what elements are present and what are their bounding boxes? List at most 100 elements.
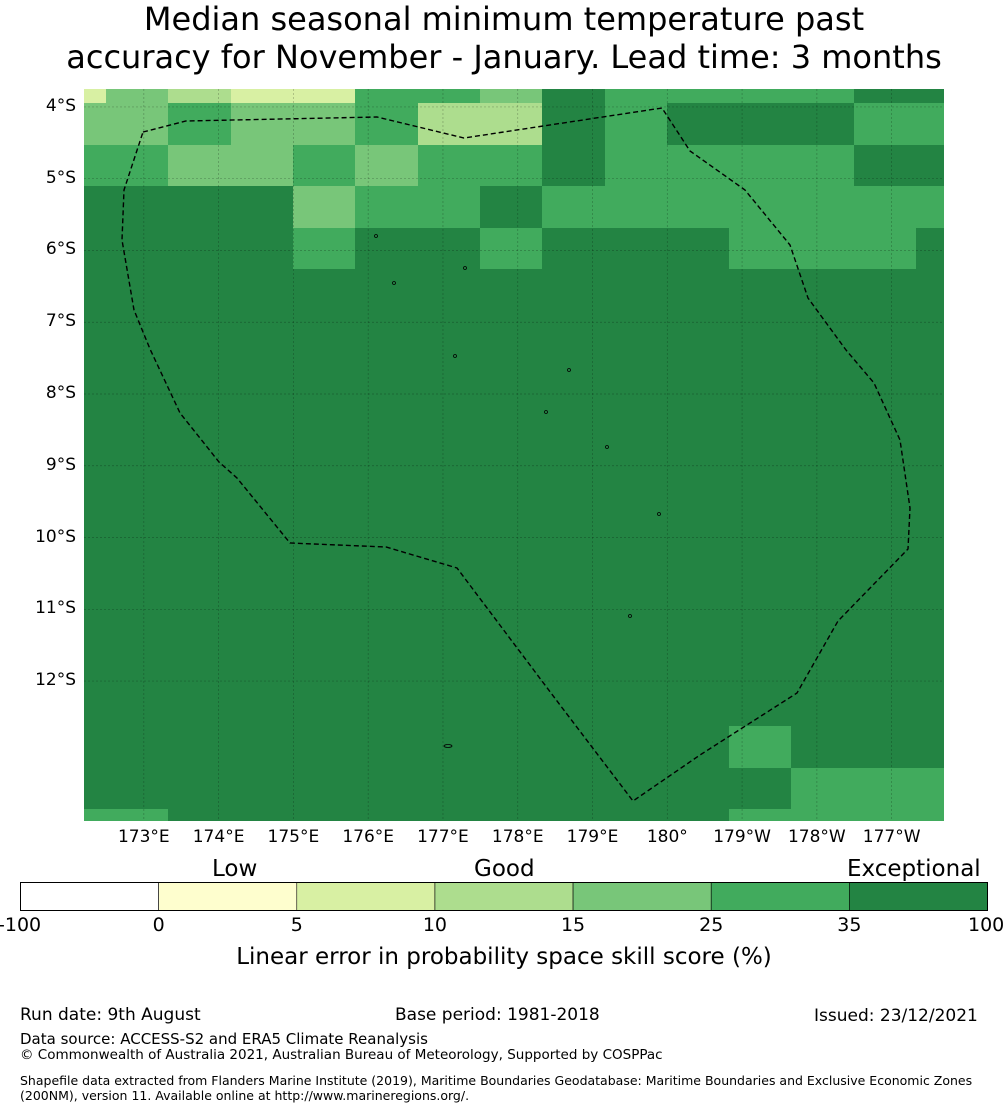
grid-cell: [791, 228, 854, 269]
colorbar-tick-label: 25: [699, 914, 724, 936]
latitude-label: 4°S: [45, 95, 76, 116]
latitude-label: 8°S: [45, 383, 76, 403]
latitude-label: 9°S: [45, 454, 76, 475]
grid-cell: [168, 103, 231, 145]
run-date: Run date: 9th August: [20, 1005, 201, 1025]
grid-cell: [667, 89, 729, 103]
island: [628, 614, 632, 618]
grid-cell: [729, 228, 791, 269]
grid-cell: [542, 186, 605, 228]
colorbar-swatch: [572, 882, 712, 911]
skill-grid-cells: [84, 89, 944, 821]
grid-cell: [791, 89, 854, 103]
grid-cell: [293, 186, 355, 228]
shapefile-credit: Shapefile data extracted from Flanders M…: [20, 1073, 973, 1103]
latitude-label: 11°S: [35, 598, 76, 619]
grid-cell: [231, 89, 293, 103]
island: [453, 354, 457, 358]
latitude-label: 10°S: [35, 526, 76, 547]
grid-cell: [480, 89, 542, 103]
grid-cell: [168, 89, 231, 103]
copyright: © Commonwealth of Australia 2021, Austra…: [20, 1047, 663, 1063]
colorbar-swatch: [158, 882, 298, 911]
longitude-label: 174°E: [192, 827, 245, 847]
grid-cell: [480, 228, 542, 269]
grid-cell: [418, 145, 480, 186]
longitude-label: 178°E: [491, 827, 544, 847]
longitude-label: 175°E: [267, 827, 320, 847]
island: [443, 744, 453, 748]
latitude-label: 5°S: [45, 167, 76, 188]
longitude-label: 180°: [646, 827, 688, 847]
base-period: Base period: 1981-2018: [395, 1005, 600, 1025]
title-line-1: Median seasonal minimum temperature past: [143, 0, 865, 38]
colorbar-tick-label: 0: [152, 914, 165, 936]
grid-cell: [854, 228, 916, 269]
longitude-label: 176°E: [342, 827, 395, 847]
grid-cell: [729, 186, 791, 228]
grid-cell: [418, 89, 480, 103]
grid-cell: [791, 186, 854, 228]
grid-cell: [106, 89, 168, 103]
grid-cell: [293, 103, 355, 145]
grid-cell: [418, 103, 480, 145]
grid-cell: [355, 89, 418, 103]
grid-cell: [854, 186, 916, 228]
colorbar-swatch: [849, 882, 988, 911]
longitude-label: 177°W: [862, 827, 921, 847]
graticule: [84, 89, 944, 821]
colorbar-tick-label: 100: [968, 914, 1005, 936]
colorbar-tick-label: 5: [290, 914, 303, 936]
island: [374, 234, 378, 238]
grid-cell: [791, 145, 854, 186]
island: [544, 410, 548, 414]
grid-cell: [667, 145, 729, 186]
colorbar: [20, 882, 988, 911]
colorbar-caption: Linear error in probability space skill …: [236, 944, 772, 970]
grid-cell: [293, 89, 355, 103]
grid-cell: [106, 103, 168, 145]
grid-cell: [729, 89, 791, 103]
grid-cell: [605, 89, 667, 103]
title-line-2: accuracy for November - January. Lead ti…: [66, 38, 942, 76]
grid-cell: [791, 768, 944, 821]
colorbar-tick-label: 15: [560, 914, 586, 936]
issued-date: Issued: 23/12/2021: [814, 1006, 978, 1026]
grid-cell: [355, 145, 418, 186]
islands: [374, 234, 661, 748]
grid-cell: [605, 186, 667, 228]
island: [392, 281, 396, 285]
data-source: Data source: ACCESS-S2 and ERA5 Climate …: [20, 1030, 428, 1048]
skill-score-map: [84, 89, 944, 821]
colorbar-label-exceptional: Exceptional: [847, 856, 981, 882]
grid-cell: [667, 186, 729, 228]
colorbar-swatch: [434, 882, 574, 911]
grid-cell: [84, 809, 168, 821]
grid-cell: [854, 103, 916, 145]
grid-cell: [729, 809, 791, 821]
grid-cell: [605, 145, 667, 186]
grid-cell: [355, 186, 418, 228]
longitude-label: 178°W: [787, 827, 846, 847]
grid-cell: [293, 228, 355, 269]
longitude-label: 177°E: [417, 827, 469, 847]
grid-cell: [84, 145, 106, 186]
longitude-label: 179°E: [566, 827, 619, 847]
colorbar-swatch: [20, 882, 159, 911]
grid-cell: [916, 186, 944, 228]
grid-cell: [729, 145, 791, 186]
latitude-label: 6°S: [45, 239, 76, 260]
latitude-label: 7°S: [45, 311, 76, 332]
grid-cell: [729, 726, 791, 768]
eez-boundary: [121, 107, 911, 802]
island: [657, 512, 661, 516]
grid-cell: [916, 103, 944, 145]
grid-cell: [84, 103, 106, 145]
colorbar-tick-label: 10: [422, 914, 448, 936]
colorbar-label-good: Good: [474, 856, 535, 882]
grid-cell: [168, 145, 231, 186]
chart-title: Median seasonal minimum temperature past…: [0, 0, 1008, 76]
grid-cell: [84, 89, 106, 103]
island: [463, 266, 467, 270]
grid-cell: [480, 103, 542, 145]
